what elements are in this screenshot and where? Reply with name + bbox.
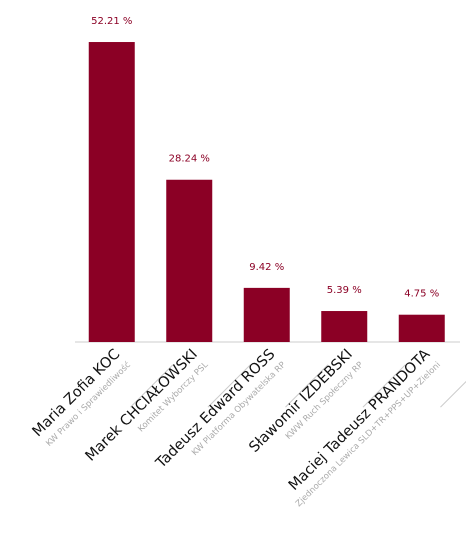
value-label: 4.75 % bbox=[404, 289, 439, 300]
separator bbox=[130, 364, 174, 408]
bar bbox=[243, 287, 290, 342]
bar bbox=[88, 42, 135, 343]
value-label: 9.42 % bbox=[249, 262, 284, 273]
separator bbox=[285, 364, 329, 408]
value-label: 52.21 % bbox=[91, 16, 132, 27]
value-label: 5.39 % bbox=[327, 285, 362, 296]
bar bbox=[398, 314, 445, 342]
separator bbox=[362, 364, 406, 408]
value-label: 28.24 % bbox=[169, 154, 210, 165]
bar bbox=[166, 179, 213, 342]
separator bbox=[207, 364, 251, 408]
bar bbox=[321, 311, 368, 342]
separator bbox=[440, 364, 466, 408]
